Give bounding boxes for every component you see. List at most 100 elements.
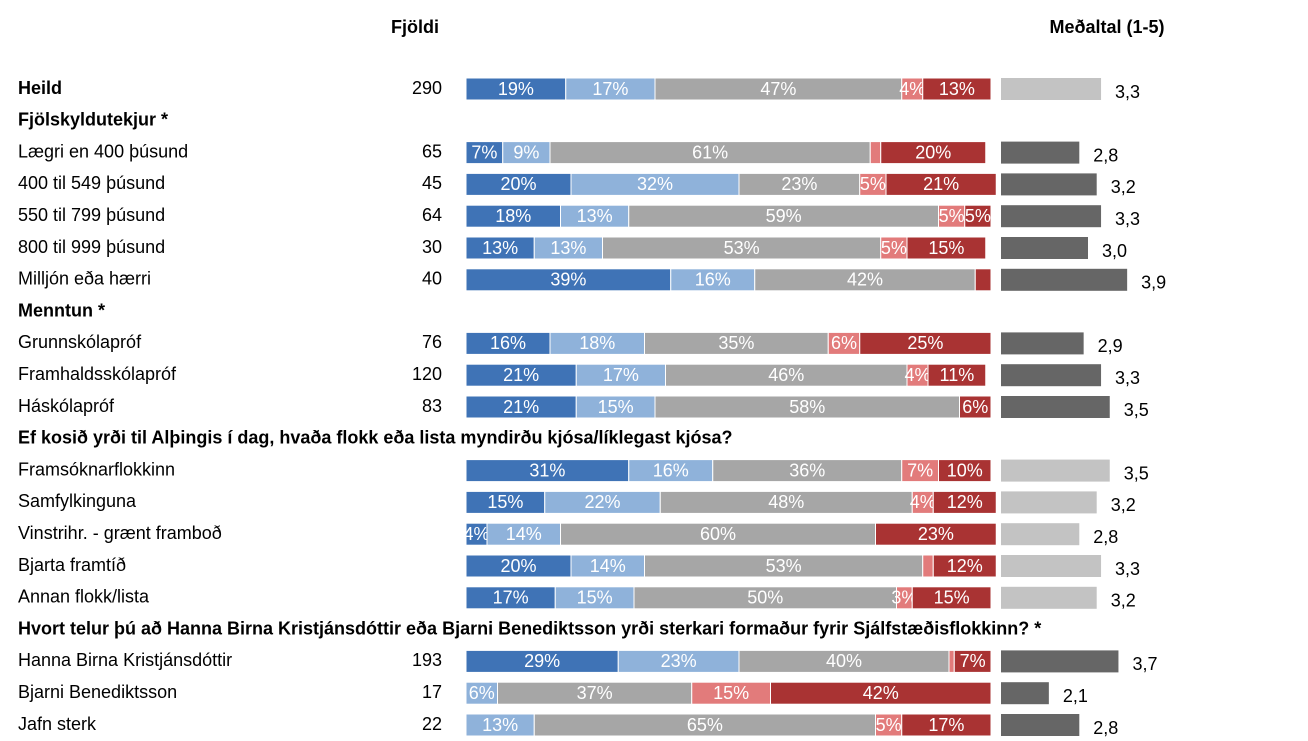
segment-label: 17% [603,365,639,385]
mean-bar [1001,586,1097,609]
segment-label: 65% [687,715,723,735]
segment-label: 15% [598,397,634,417]
segment-label: 16% [490,333,526,353]
row-label: Grunnskólapróf [18,332,142,352]
segment-label: 14% [506,524,542,544]
bar-segment [948,649,955,673]
row-label: Framsóknarflokkinn [18,459,175,479]
mean-bar [1001,364,1102,387]
mean-label: 3,3 [1115,559,1140,579]
group-label: Menntun * [18,300,105,320]
mean-bar [1001,141,1080,164]
mean-bar [1001,491,1097,514]
segment-label: 53% [766,556,802,576]
row-label: Vinstrihr. - grænt framboð [18,523,222,543]
segment-label: 48% [768,492,804,512]
segment-label: 6% [831,333,857,353]
row-label: 550 til 799 þúsund [18,205,165,225]
segment-label: 15% [928,238,964,258]
bar-segment [974,268,992,292]
segment-label: 5% [876,715,902,735]
segment-label: 15% [934,588,970,608]
segment-label: 4% [904,365,930,385]
mean-label: 3,7 [1132,654,1157,674]
mean-bar [1001,268,1128,291]
segment-label: 35% [718,333,754,353]
segment-label: 16% [695,270,731,290]
segment-label: 53% [724,238,760,258]
segment-label: 10% [947,460,983,480]
segment-label: 17% [592,79,628,99]
bar-segment [880,141,987,165]
count: 40 [422,269,442,289]
segment-label: 9% [513,142,539,162]
bar-segment [932,554,997,578]
bar-segment [922,554,934,578]
segment-label: 61% [692,142,728,162]
segment-label: 14% [590,556,626,576]
segment-label: 5% [939,206,965,226]
bar-segment [770,681,992,705]
mean-label: 2,8 [1093,527,1118,547]
bar-segment [859,331,992,355]
segment-label: 19% [498,79,534,99]
bar-segment [911,586,992,610]
segment-label: 15% [577,588,613,608]
bar-segment [875,522,997,546]
segment-label: 31% [529,460,565,480]
count: 76 [422,332,442,352]
count: 193 [412,650,442,670]
mean-label: 2,8 [1093,145,1118,165]
segment-label: 5% [860,174,886,194]
segment-label: 5% [881,238,907,258]
segment-label: 13% [939,79,975,99]
mean-bar [1001,332,1084,355]
segment-label: 21% [923,174,959,194]
segment-label: 25% [907,333,943,353]
mean-label: 2,9 [1098,336,1123,356]
segment-label: 16% [653,460,689,480]
count: 45 [422,173,442,193]
bar-segment [927,363,987,387]
mean-label: 3,2 [1111,177,1136,197]
bar-segment [953,649,992,673]
mean-label: 3,2 [1111,591,1136,611]
mean-label: 3,3 [1115,368,1140,388]
segment-label: 13% [482,715,518,735]
segment-label: 3% [891,588,917,608]
row-label: Annan flokk/lista [18,587,150,607]
bar-segment [901,713,992,737]
bar-segment [959,395,992,419]
segment-label: 58% [789,397,825,417]
mean-bar [1001,682,1049,705]
segment-label: 21% [503,397,539,417]
segment-label: 11% [940,365,975,385]
segment-label: 29% [524,651,560,671]
row-label: Milljón eða hærri [18,269,151,289]
segment-label: 36% [789,460,825,480]
segment-label: 15% [487,492,523,512]
segment-label: 4% [910,492,936,512]
mean-bar [1001,650,1119,673]
bar-segment [932,490,997,514]
count: 22 [422,714,442,734]
mean-label: 3,0 [1102,241,1127,261]
segment-label: 20% [500,556,536,576]
segment-label: 23% [781,174,817,194]
segment-label: 23% [661,651,697,671]
count: 30 [422,237,442,257]
mean-bar [1001,205,1102,228]
mean-label: 3,5 [1124,463,1149,483]
bar-segment [885,172,997,196]
segment-label: 32% [637,174,673,194]
row-label: 400 til 549 þúsund [18,173,165,193]
segment-label: 42% [863,683,899,703]
bar-segment [906,236,987,260]
mean-label: 3,2 [1111,495,1136,515]
segment-label: 23% [918,524,954,544]
segment-label: 13% [550,238,586,258]
segment-label: 4% [899,79,925,99]
segment-label: 21% [503,365,539,385]
mean-bar [1001,714,1080,736]
